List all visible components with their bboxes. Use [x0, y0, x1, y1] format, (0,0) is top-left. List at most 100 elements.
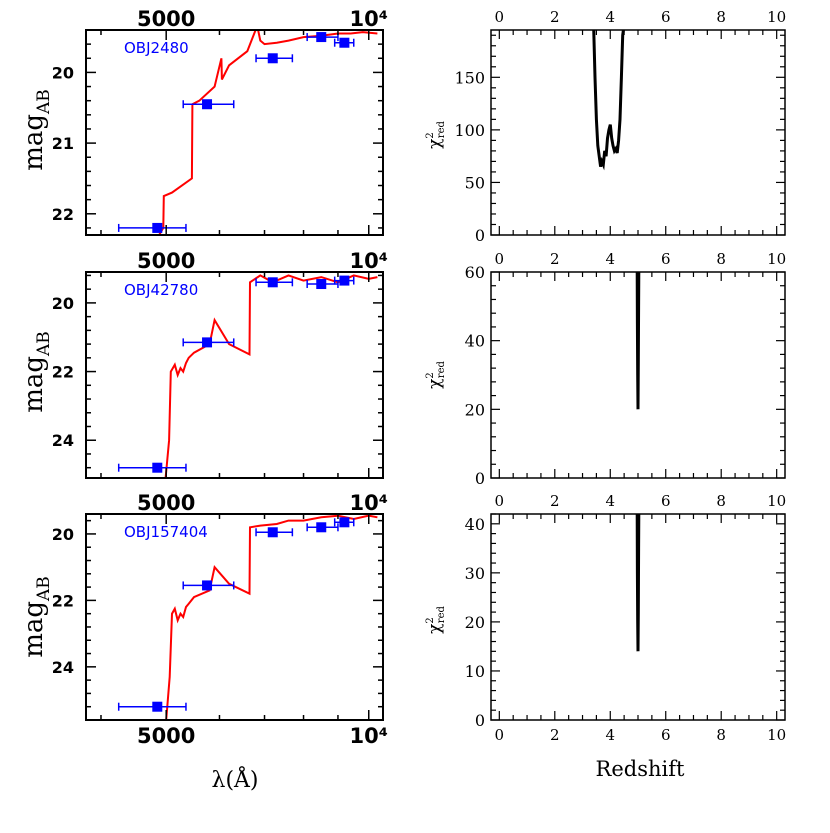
svg-text:magAB: magAB — [19, 89, 54, 171]
axes-frame — [85, 271, 384, 479]
x-top-tick-label: 5000 — [137, 7, 195, 31]
phot-point — [339, 37, 350, 48]
x-top-tick-label: 2 — [550, 492, 560, 510]
x-top-tick-label: 10 — [767, 250, 786, 268]
sed-panel-obj2480: 5000 10⁴ 20 21 22 OBJ2480 — [52, 7, 388, 236]
y-tick-label: 20 — [52, 63, 74, 82]
svg-text:magAB: magAB — [19, 576, 54, 658]
object-label: OBJ2480 — [124, 39, 189, 57]
x-top-tick-label: 6 — [661, 492, 671, 510]
sed-panel-obj42780: 5000 10⁴ 20 22 24 OBJ42780 — [52, 249, 388, 479]
chi2-panel-obj42780: 0 2 4 6 8 10 0 20 40 60 — [465, 250, 787, 488]
x-top-tick-label: 4 — [605, 250, 615, 268]
phot-point — [267, 53, 278, 64]
chi2-curve — [592, 30, 625, 171]
y-tick-label: 150 — [454, 68, 485, 87]
sed-ylabel-2: magAB — [19, 331, 54, 413]
phot-point — [339, 275, 350, 286]
y-tick-label: 24 — [52, 431, 74, 450]
x-bottom-tick-label: 8 — [716, 726, 726, 744]
y-tick-label: 30 — [465, 564, 485, 583]
phot-point — [267, 527, 278, 538]
x-top-tick-label: 8 — [716, 492, 726, 510]
y-tick-label: 20 — [465, 613, 485, 632]
y-tick-label: 21 — [52, 134, 74, 153]
x-top-tick-label: 0 — [495, 250, 505, 268]
x-top-tick-label: 8 — [716, 250, 726, 268]
phot-point — [152, 701, 163, 712]
y-tick-label: 22 — [52, 205, 74, 224]
svg-text:magAB: magAB — [19, 331, 54, 413]
axes-frame — [85, 29, 384, 236]
x-bottom-tick-label: 2 — [550, 726, 560, 744]
chi2-curve — [635, 514, 641, 652]
x-bottom-tick-label: 5000 — [137, 724, 195, 748]
axes-frame — [85, 513, 384, 721]
chi2-curve — [635, 272, 641, 410]
x-top-tick-label: 5000 — [137, 491, 195, 515]
y-tick-label: 40 — [465, 515, 485, 534]
x-top-tick-label: 0 — [495, 8, 505, 26]
x-top-tick-label: 10⁴ — [350, 7, 388, 31]
x-top-tick-label: 5000 — [137, 249, 195, 273]
x-bottom-tick-label: 6 — [661, 726, 671, 744]
phot-point — [202, 99, 213, 110]
y-tick-label: 0 — [475, 469, 485, 488]
x-top-tick-label: 10 — [767, 492, 786, 510]
model-sed-line — [165, 514, 378, 720]
sed-ylabel-1: magAB — [19, 89, 54, 171]
y-tick-label: 0 — [475, 711, 485, 730]
phot-point — [202, 337, 213, 348]
x-top-tick-label: 10 — [767, 8, 786, 26]
y-tick-label: 22 — [52, 591, 74, 610]
x-bottom-tick-label: 0 — [495, 726, 505, 744]
x-top-tick-label: 4 — [605, 492, 615, 510]
sed-panel-obj157404: 5000 5000 10⁴ 10⁴ 20 22 24 OBJ157404 — [52, 491, 388, 748]
phot-point — [316, 522, 327, 533]
x-top-tick-label: 0 — [495, 492, 505, 510]
chi2-xlabel: Redshift — [596, 757, 685, 781]
chi2-ylabel-2: χ2red — [425, 361, 447, 389]
y-tick-label: 60 — [465, 263, 485, 282]
phot-point — [316, 32, 327, 43]
phot-point — [267, 277, 278, 288]
model-sed-line — [164, 274, 378, 478]
phot-point — [152, 222, 163, 233]
x-top-tick-label: 8 — [716, 8, 726, 26]
chi2-ylabel-1: χ2red — [425, 121, 447, 149]
svg-text:χ2red: χ2red — [425, 361, 447, 389]
x-top-tick-label: 2 — [550, 8, 560, 26]
x-top-tick-label: 2 — [550, 250, 560, 268]
phot-point — [339, 517, 350, 528]
x-top-tick-label: 10⁴ — [350, 249, 388, 273]
sed-xlabel: λ(Å) — [212, 765, 259, 793]
y-tick-label: 40 — [465, 332, 485, 351]
y-tick-label: 24 — [52, 658, 74, 677]
x-top-tick-label: 6 — [661, 250, 671, 268]
svg-text:χ2red: χ2red — [425, 606, 447, 634]
sed-ylabel-3: magAB — [19, 576, 54, 658]
y-tick-label: 50 — [465, 173, 485, 192]
x-top-tick-label: 4 — [605, 8, 615, 26]
svg-text:χ2red: χ2red — [425, 121, 447, 149]
chi2-ylabel-3: χ2red — [425, 606, 447, 634]
phot-point — [316, 279, 327, 290]
x-bottom-tick-label: 10⁴ — [350, 724, 388, 748]
y-tick-label: 20 — [52, 294, 74, 313]
y-tick-label: 20 — [52, 525, 74, 544]
axes-frame — [490, 29, 786, 236]
object-label: OBJ157404 — [124, 523, 208, 541]
x-top-tick-label: 6 — [661, 8, 671, 26]
x-bottom-tick-label: 4 — [605, 726, 615, 744]
phot-point — [152, 462, 163, 473]
x-bottom-tick-label: 10 — [767, 726, 786, 744]
phot-point — [202, 580, 213, 591]
y-tick-label: 10 — [465, 662, 485, 681]
y-tick-label: 0 — [475, 226, 485, 245]
y-tick-label: 22 — [52, 363, 74, 382]
object-label: OBJ42780 — [124, 281, 198, 299]
y-tick-label: 20 — [465, 400, 485, 419]
